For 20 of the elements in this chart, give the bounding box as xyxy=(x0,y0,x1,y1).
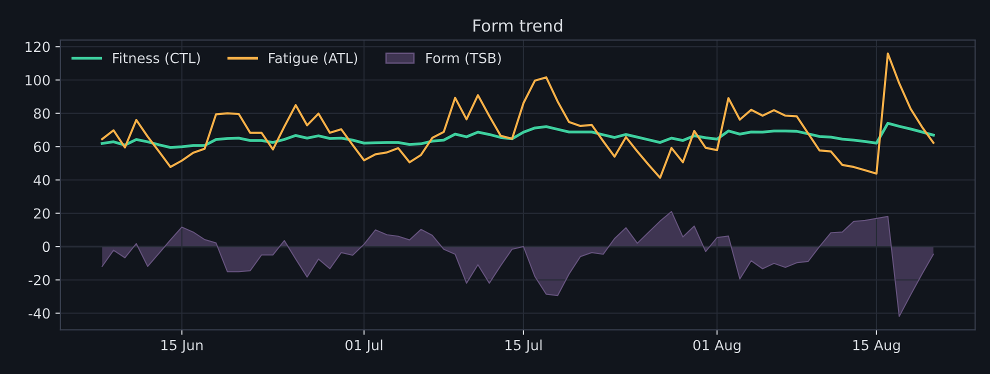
y-tick-label: 80 xyxy=(34,108,50,119)
y-tick-label: 120 xyxy=(26,42,50,52)
x-tick-label: 01 Aug xyxy=(693,340,740,354)
legend-label: Fitness (CTL) xyxy=(113,52,200,65)
x-tick-label: 15 Jun xyxy=(161,340,203,353)
x-tick-label: 01 Jul xyxy=(346,340,382,353)
line-series xyxy=(100,122,935,149)
y-tick-label: 40 xyxy=(34,174,50,186)
y-tick-label: 100 xyxy=(26,74,50,86)
y-tick-label: 0 xyxy=(42,242,50,252)
y-tick-label: -40 xyxy=(28,308,50,319)
y-tick-label: 60 xyxy=(34,142,50,152)
x-tick-label: 15 Jul xyxy=(506,340,542,353)
y-tick-label: 20 xyxy=(34,208,50,219)
y-tick-label: -20 xyxy=(28,274,50,286)
legend-label: Form (TSB) xyxy=(426,52,501,65)
line-series xyxy=(101,52,934,179)
chart-title: Form trend xyxy=(474,19,562,32)
x-tick-label: 15 Aug xyxy=(853,340,900,354)
legend-label: Fatigue (ATL) xyxy=(269,52,358,66)
